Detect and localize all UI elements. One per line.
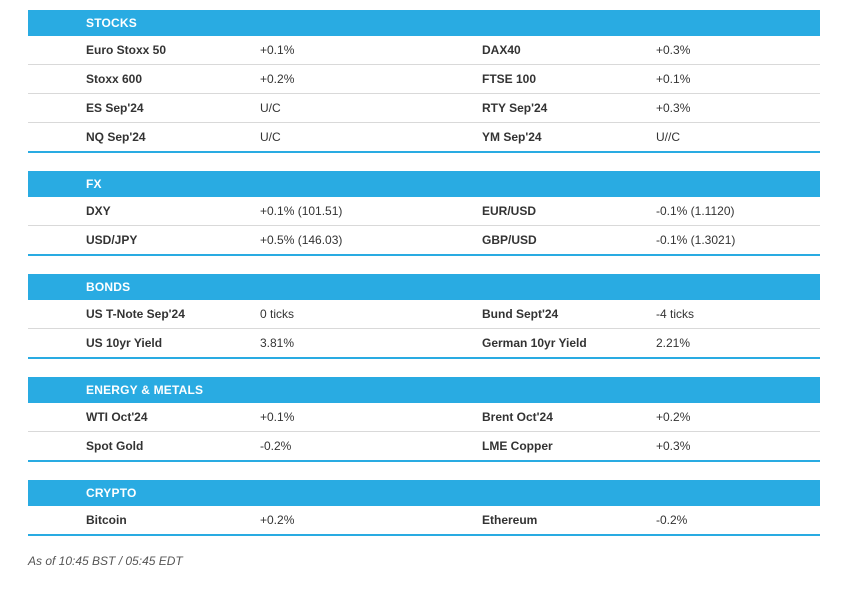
instrument-value: -0.2% (646, 513, 820, 527)
section-header: FX (28, 171, 820, 197)
section-header: BONDS (28, 274, 820, 300)
instrument-label: Bitcoin (28, 513, 250, 527)
instrument-value: U/C (250, 101, 424, 115)
instrument-label: Euro Stoxx 50 (28, 43, 250, 57)
section-header: CRYPTO (28, 480, 820, 506)
instrument-value: +0.2% (250, 513, 424, 527)
instrument-value: +0.1% (250, 43, 424, 57)
instrument-label: NQ Sep'24 (28, 130, 250, 144)
section: STOCKSEuro Stoxx 50+0.1%DAX40+0.3%Stoxx … (28, 10, 820, 153)
instrument-value: +0.3% (646, 439, 820, 453)
instrument-label: EUR/USD (424, 204, 646, 218)
table-row: WTI Oct'24+0.1%Brent Oct'24+0.2% (28, 403, 820, 432)
instrument-label: LME Copper (424, 439, 646, 453)
section-header: STOCKS (28, 10, 820, 36)
instrument-label: YM Sep'24 (424, 130, 646, 144)
section: FXDXY+0.1% (101.51)EUR/USD-0.1% (1.1120)… (28, 171, 820, 256)
section: BONDSUS T-Note Sep'240 ticksBund Sept'24… (28, 274, 820, 359)
instrument-value: +0.1% (646, 72, 820, 86)
market-snapshot-container: STOCKSEuro Stoxx 50+0.1%DAX40+0.3%Stoxx … (28, 10, 820, 536)
instrument-label: FTSE 100 (424, 72, 646, 86)
instrument-value: -0.2% (250, 439, 424, 453)
instrument-value: 3.81% (250, 336, 424, 350)
section-header: ENERGY & METALS (28, 377, 820, 403)
timestamp-footnote: As of 10:45 BST / 05:45 EDT (28, 554, 820, 568)
instrument-label: DAX40 (424, 43, 646, 57)
section: CRYPTOBitcoin+0.2%Ethereum-0.2% (28, 480, 820, 536)
table-row: ES Sep'24U/CRTY Sep'24+0.3% (28, 94, 820, 123)
instrument-label: RTY Sep'24 (424, 101, 646, 115)
instrument-label: DXY (28, 204, 250, 218)
instrument-label: US T-Note Sep'24 (28, 307, 250, 321)
instrument-value: -4 ticks (646, 307, 820, 321)
instrument-value: -0.1% (1.1120) (646, 204, 820, 218)
instrument-label: US 10yr Yield (28, 336, 250, 350)
instrument-label: GBP/USD (424, 233, 646, 247)
table-row: US T-Note Sep'240 ticksBund Sept'24-4 ti… (28, 300, 820, 329)
instrument-value: +0.2% (250, 72, 424, 86)
table-row: Stoxx 600+0.2%FTSE 100+0.1% (28, 65, 820, 94)
instrument-value: +0.3% (646, 101, 820, 115)
instrument-value: -0.1% (1.3021) (646, 233, 820, 247)
table-row: NQ Sep'24U/CYM Sep'24U//C (28, 123, 820, 153)
instrument-label: Spot Gold (28, 439, 250, 453)
table-row: USD/JPY+0.5% (146.03)GBP/USD-0.1% (1.302… (28, 226, 820, 256)
table-row: DXY+0.1% (101.51)EUR/USD-0.1% (1.1120) (28, 197, 820, 226)
instrument-label: Ethereum (424, 513, 646, 527)
instrument-label: Brent Oct'24 (424, 410, 646, 424)
table-row: Bitcoin+0.2%Ethereum-0.2% (28, 506, 820, 536)
table-row: US 10yr Yield3.81%German 10yr Yield2.21% (28, 329, 820, 359)
instrument-value: +0.5% (146.03) (250, 233, 424, 247)
instrument-label: ES Sep'24 (28, 101, 250, 115)
instrument-label: Stoxx 600 (28, 72, 250, 86)
instrument-label: Bund Sept'24 (424, 307, 646, 321)
instrument-value: +0.1% (101.51) (250, 204, 424, 218)
instrument-value: +0.3% (646, 43, 820, 57)
instrument-value: U//C (646, 130, 820, 144)
instrument-label: WTI Oct'24 (28, 410, 250, 424)
instrument-value: 0 ticks (250, 307, 424, 321)
instrument-value: +0.1% (250, 410, 424, 424)
table-row: Spot Gold-0.2%LME Copper+0.3% (28, 432, 820, 462)
instrument-label: German 10yr Yield (424, 336, 646, 350)
section: ENERGY & METALSWTI Oct'24+0.1%Brent Oct'… (28, 377, 820, 462)
instrument-label: USD/JPY (28, 233, 250, 247)
instrument-value: 2.21% (646, 336, 820, 350)
instrument-value: +0.2% (646, 410, 820, 424)
instrument-value: U/C (250, 130, 424, 144)
table-row: Euro Stoxx 50+0.1%DAX40+0.3% (28, 36, 820, 65)
